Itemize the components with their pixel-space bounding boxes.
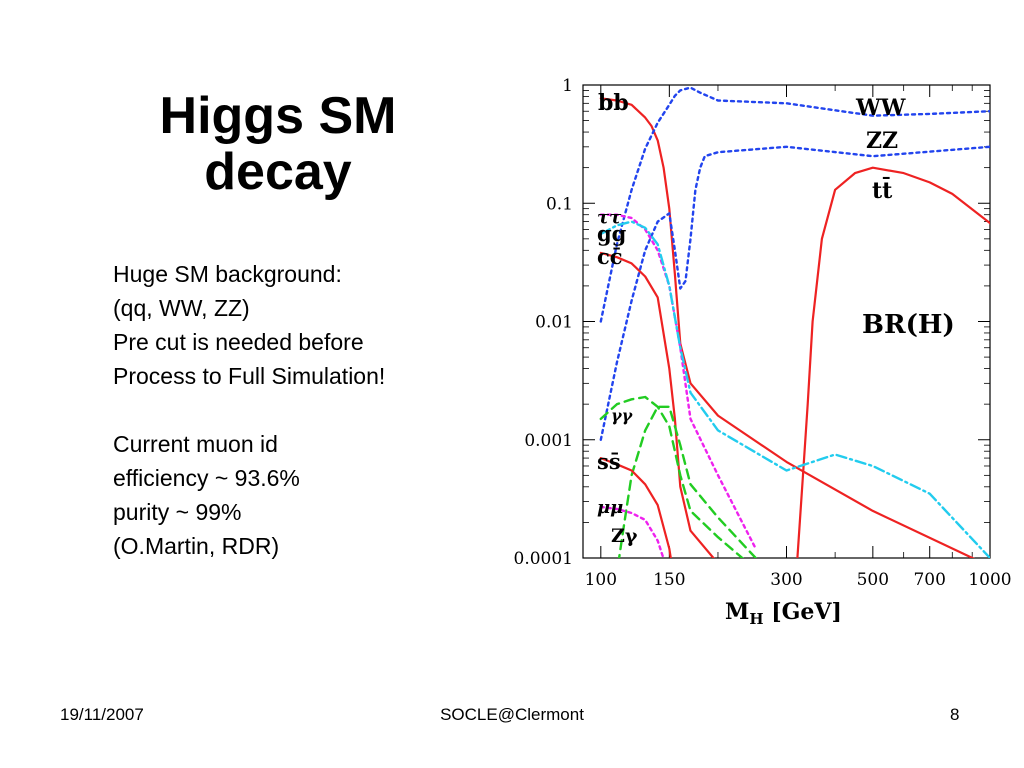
body-line: (O.Martin, RDR)	[113, 533, 280, 559]
body-line: Current muon id	[113, 431, 278, 457]
series-label: γγ	[611, 406, 634, 425]
series-line-ss̄	[599, 457, 672, 558]
series-label: μμ	[597, 497, 623, 518]
x-tick-label: 100	[585, 570, 617, 590]
chart-title: BR(H)	[862, 310, 955, 340]
y-tick-label: 0.001	[524, 431, 573, 451]
footer-date: 19/11/2007	[60, 705, 144, 724]
series-label: ττ	[597, 207, 622, 228]
series-label: bb	[598, 90, 629, 116]
x-tick-label: 150	[653, 570, 685, 590]
body-line: Huge SM background:	[113, 261, 342, 287]
body-line: purity ~ 99%	[113, 499, 242, 525]
slide-title: Higgs SM decay	[118, 88, 438, 200]
series-label: Zγ	[611, 525, 638, 547]
y-tick-label: 0.0001	[514, 549, 573, 569]
x-axis-label: MH [GeV]	[725, 599, 842, 628]
slide-body: Huge SM background: (qq, WW, ZZ) Pre cut…	[113, 257, 473, 563]
series-label: cc̄	[597, 244, 623, 269]
series-line-ZZ	[599, 145, 990, 441]
series-label: ss̄	[597, 449, 621, 474]
series-label: tt̄	[872, 176, 893, 204]
y-tick-label: 1	[562, 76, 573, 96]
body-line: (qq, WW, ZZ)	[113, 295, 250, 321]
slide-title-line-1: Higgs SM	[159, 87, 397, 145]
y-tick-label: 0.1	[546, 194, 573, 214]
x-tick-label: 300	[770, 570, 802, 590]
series-label: ZZ	[866, 128, 898, 154]
x-tick-label: 700	[913, 570, 945, 590]
series-line-Zγ	[617, 405, 757, 558]
series-line-γγ	[599, 395, 745, 558]
x-tick-label: 1000	[968, 570, 1011, 590]
footer-page-number: 8	[950, 705, 960, 724]
body-line: Process to Full Simulation!	[113, 363, 386, 389]
curves-group	[599, 86, 990, 558]
series-line-tt̄	[796, 166, 990, 558]
series-label: WW	[855, 95, 906, 121]
body-line: efficiency ~ 93.6%	[113, 465, 300, 491]
series-label: gg	[597, 221, 627, 246]
footer-event: SOCLE@Clermont	[440, 705, 584, 724]
body-line	[113, 393, 473, 427]
x-tick-label: 500	[857, 570, 889, 590]
higgs-br-chart: 1 0.1 0.01 0.001 0.0001 100 150 300 500 700 1000 bb…	[514, 76, 1012, 628]
series-line-μμ	[599, 505, 665, 558]
series-line-bb	[599, 97, 976, 558]
series-line-cc̄	[599, 251, 715, 558]
series-line-ττ	[599, 213, 757, 550]
series-line-WW	[599, 86, 990, 323]
y-tick-label: 0.01	[535, 313, 573, 333]
body-line: Pre cut is needed before	[113, 329, 364, 355]
series-line-gg	[599, 220, 990, 558]
slide-title-line-2: decay	[204, 143, 352, 201]
